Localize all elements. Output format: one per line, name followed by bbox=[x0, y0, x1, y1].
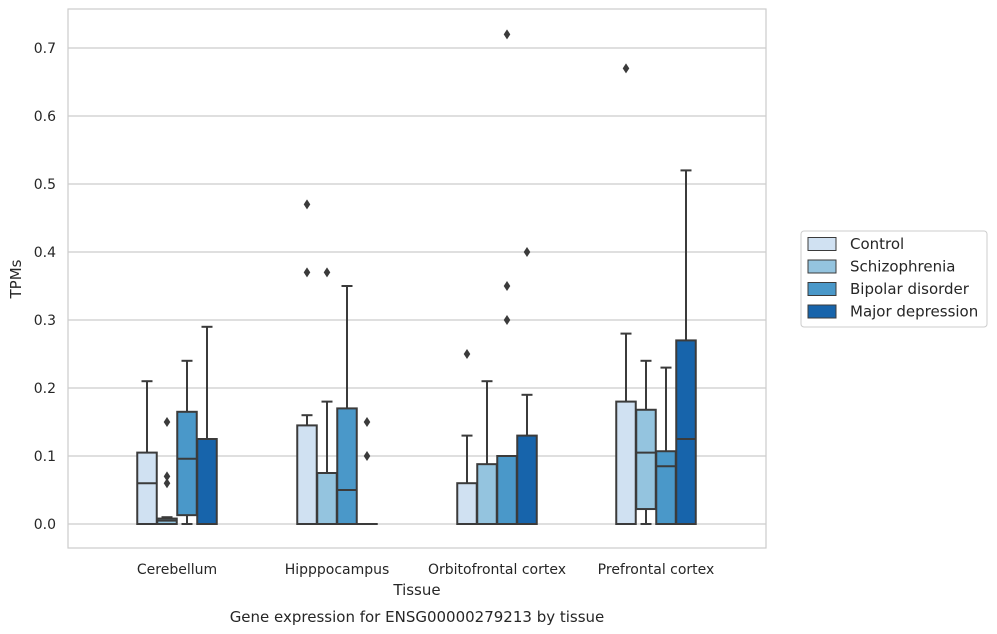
x-axis-label: Tissue bbox=[392, 581, 440, 599]
y-tick-label: 0.3 bbox=[34, 313, 56, 329]
outlier-marker bbox=[503, 281, 511, 291]
outlier-marker bbox=[163, 417, 171, 427]
y-axis-ticks: 0.0 0.1 0.2 0.3 0.4 0.5 0.6 0.7 bbox=[34, 41, 56, 533]
outlier-marker bbox=[363, 417, 371, 427]
outlier-marker bbox=[363, 451, 371, 461]
box-control bbox=[456, 349, 478, 526]
box-schizophrenia bbox=[316, 267, 338, 525]
box-bipolar-disorder bbox=[655, 366, 677, 525]
box-iqr bbox=[296, 424, 318, 525]
y-tick-label: 0.6 bbox=[34, 109, 56, 125]
outlier-marker bbox=[303, 267, 311, 278]
box-schizophrenia bbox=[635, 359, 657, 525]
box-iqr bbox=[476, 463, 498, 526]
box-iqr bbox=[496, 455, 518, 525]
box-bipolar-disorder bbox=[176, 359, 198, 525]
box-iqr bbox=[176, 410, 198, 517]
x-tick-label: Prefrontal cortex bbox=[598, 562, 715, 578]
box-iqr bbox=[456, 482, 478, 526]
box-control bbox=[136, 380, 158, 526]
outlier-marker bbox=[323, 267, 331, 278]
legend: Control Schizophrenia Bipolar disorder Majo… bbox=[800, 230, 988, 328]
chart-caption: Gene expression for ENSG00000279213 by t… bbox=[230, 608, 605, 626]
outlier-marker bbox=[503, 29, 511, 40]
box-schizophrenia bbox=[156, 417, 178, 525]
box-major-depression bbox=[196, 325, 218, 525]
x-axis-ticks: Cerebellum Hipppocampus Orbitofrontal cort… bbox=[137, 562, 714, 578]
box-major-depression bbox=[516, 247, 538, 526]
legend-label: Schizophrenia bbox=[850, 258, 955, 276]
outlier-marker bbox=[163, 478, 171, 489]
legend-swatch bbox=[807, 237, 837, 251]
legend-frame bbox=[800, 230, 988, 328]
outlier-marker bbox=[163, 471, 171, 482]
box-iqr bbox=[635, 408, 657, 511]
outlier-marker bbox=[303, 199, 311, 210]
box-bipolar-disorder bbox=[496, 29, 518, 525]
y-axis-label: TPMs bbox=[7, 259, 25, 299]
box-iqr bbox=[655, 450, 677, 525]
outlier-marker bbox=[523, 247, 531, 257]
legend-label: Control bbox=[850, 235, 904, 253]
box-iqr bbox=[516, 434, 538, 526]
y-tick-label: 0.4 bbox=[34, 245, 56, 261]
box-major-depression bbox=[356, 417, 378, 526]
box-control bbox=[296, 199, 318, 525]
box-iqr bbox=[136, 451, 158, 526]
box-iqr bbox=[675, 339, 697, 525]
box-schizophrenia bbox=[476, 380, 498, 526]
outlier-marker bbox=[622, 63, 630, 74]
y-tick-label: 0.1 bbox=[34, 449, 56, 465]
box-iqr bbox=[316, 472, 338, 525]
y-tick-label: 0.5 bbox=[34, 177, 56, 193]
y-tick-label: 0.2 bbox=[34, 381, 56, 397]
x-tick-label: Hipppocampus bbox=[285, 562, 390, 578]
box-control bbox=[615, 63, 637, 526]
plot-area-frame bbox=[67, 8, 767, 549]
legend-label: Bipolar disorder bbox=[850, 280, 970, 298]
x-tick-label: Orbitofrontal cortex bbox=[428, 562, 566, 578]
y-tick-label: 0.0 bbox=[34, 517, 56, 533]
box-iqr bbox=[336, 407, 358, 525]
legend-label: Major depression bbox=[850, 303, 978, 321]
box-bipolar-disorder bbox=[336, 285, 358, 525]
legend-swatch bbox=[807, 304, 837, 319]
legend-swatch bbox=[807, 259, 837, 274]
box-major-depression bbox=[675, 169, 697, 525]
legend-swatch bbox=[807, 282, 837, 296]
box-iqr bbox=[615, 400, 637, 526]
box-series bbox=[136, 29, 697, 526]
x-tick-label: Cerebellum bbox=[137, 562, 217, 578]
y-tick-label: 0.7 bbox=[34, 41, 56, 57]
outlier-marker bbox=[463, 349, 471, 359]
box-iqr bbox=[196, 438, 218, 525]
outlier-marker bbox=[503, 315, 511, 325]
